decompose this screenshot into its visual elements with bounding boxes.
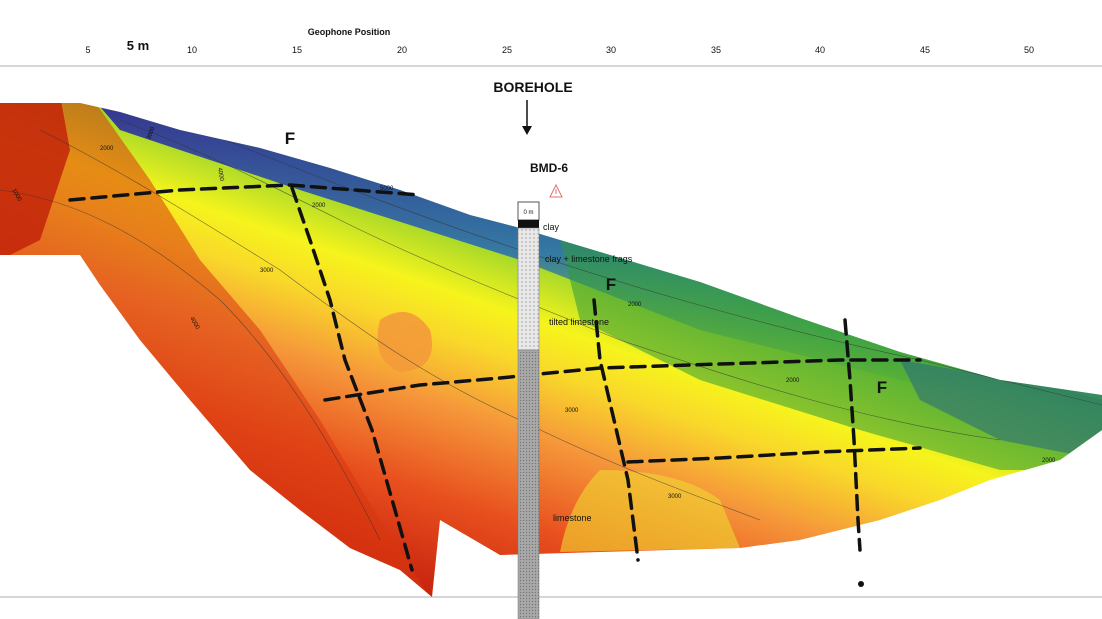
- contour-label: 2000: [628, 302, 642, 308]
- borehole-layer-clay: [518, 220, 539, 228]
- contour-label: 2000: [312, 203, 326, 209]
- contour-lines: [0, 119, 1102, 541]
- fault-lines: [68, 183, 922, 572]
- fault-line: [843, 318, 862, 552]
- tick-label: 40: [815, 45, 825, 55]
- warning-triangle-icon: [549, 183, 563, 198]
- layer-label: clay + limestone frags: [545, 254, 633, 264]
- tick-label: 15: [292, 45, 302, 55]
- lithology-labels: clay clay + limestone frags tilted limes…: [543, 222, 633, 523]
- scale-label: 5 m: [127, 38, 149, 53]
- tick-label: 10: [187, 45, 197, 55]
- tick-label: 20: [397, 45, 407, 55]
- axis-title: Geophone Position: [308, 27, 391, 37]
- yellow-zone: [560, 470, 740, 552]
- tick-label: 35: [711, 45, 721, 55]
- fault-label: F: [285, 129, 295, 148]
- fault-label: F: [606, 275, 616, 294]
- borehole-title: BOREHOLE: [493, 79, 572, 95]
- tick-label: 30: [606, 45, 616, 55]
- borehole-log-header-label: 0 m: [523, 210, 533, 216]
- teal-zone: [900, 360, 1102, 460]
- borehole-column: 0 m: [517, 201, 540, 619]
- fault-line: [626, 446, 922, 464]
- tick-label: 5: [85, 45, 90, 55]
- marker-dot: [858, 581, 864, 587]
- contour-label: 4000: [216, 167, 224, 182]
- layer-label: clay: [543, 222, 560, 232]
- fault-line: [68, 183, 422, 202]
- axis-ticks: 5 10 15 20 25 30 35 40 45 50: [85, 45, 1034, 55]
- fault-label: F: [877, 378, 887, 397]
- arrow-down-icon: [522, 126, 532, 135]
- tick-label: 45: [920, 45, 930, 55]
- fault-line: [592, 298, 640, 562]
- fault-line: [290, 186, 414, 572]
- borehole-layer-limestone: [517, 349, 540, 619]
- contour-label: 3000: [565, 408, 579, 414]
- contour-label: 3000: [146, 125, 156, 140]
- contour-label: 5000: [380, 186, 394, 192]
- fault-line: [323, 358, 922, 402]
- layer-label: tilted limestone: [549, 317, 609, 327]
- layer-label: limestone: [553, 513, 592, 523]
- borehole-name: BMD-6: [530, 161, 568, 175]
- tick-label: 25: [502, 45, 512, 55]
- contour-label: 3000: [668, 494, 682, 500]
- tick-label: 50: [1024, 45, 1034, 55]
- contour-label: 3000: [260, 268, 274, 274]
- borehole-layer-clay-limestone: [517, 227, 540, 351]
- orange-lens: [377, 312, 432, 372]
- contour-label: 2000: [1042, 458, 1056, 464]
- contour-label: 2000: [100, 146, 114, 152]
- contour-label: 2000: [786, 378, 800, 384]
